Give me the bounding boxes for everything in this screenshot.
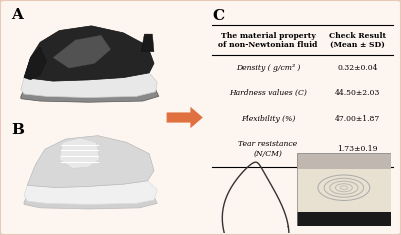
Polygon shape [24,196,157,209]
Text: 1.73±0.19: 1.73±0.19 [337,145,378,153]
Text: The material property
of non-Newtonian fluid: The material property of non-Newtonian f… [218,32,318,49]
Text: A: A [11,8,23,22]
Polygon shape [24,47,47,80]
Text: 44.50±2.03: 44.50±2.03 [335,89,380,97]
Text: Density ( g/cm³ ): Density ( g/cm³ ) [236,64,300,72]
Polygon shape [21,73,157,98]
Polygon shape [53,35,111,68]
Text: Check Result
(Mean ± SD): Check Result (Mean ± SD) [329,32,386,49]
Text: Flexibility (%): Flexibility (%) [241,115,295,123]
Text: Hardness values (C): Hardness values (C) [229,89,307,97]
Polygon shape [141,34,154,52]
Polygon shape [21,89,159,102]
Polygon shape [59,138,99,168]
Polygon shape [27,136,154,188]
Text: 0.32±0.04: 0.32±0.04 [337,64,378,72]
FancyBboxPatch shape [297,153,391,226]
FancyArrow shape [167,107,203,128]
Bar [297,212,391,226]
Text: B: B [11,123,24,137]
Text: C: C [212,9,225,23]
Text: 47.00±1.87: 47.00±1.87 [335,115,380,123]
Text: Tear resistance
(N/CM): Tear resistance (N/CM) [238,141,298,158]
Polygon shape [24,26,154,81]
Polygon shape [24,181,157,204]
Bar [297,169,391,212]
